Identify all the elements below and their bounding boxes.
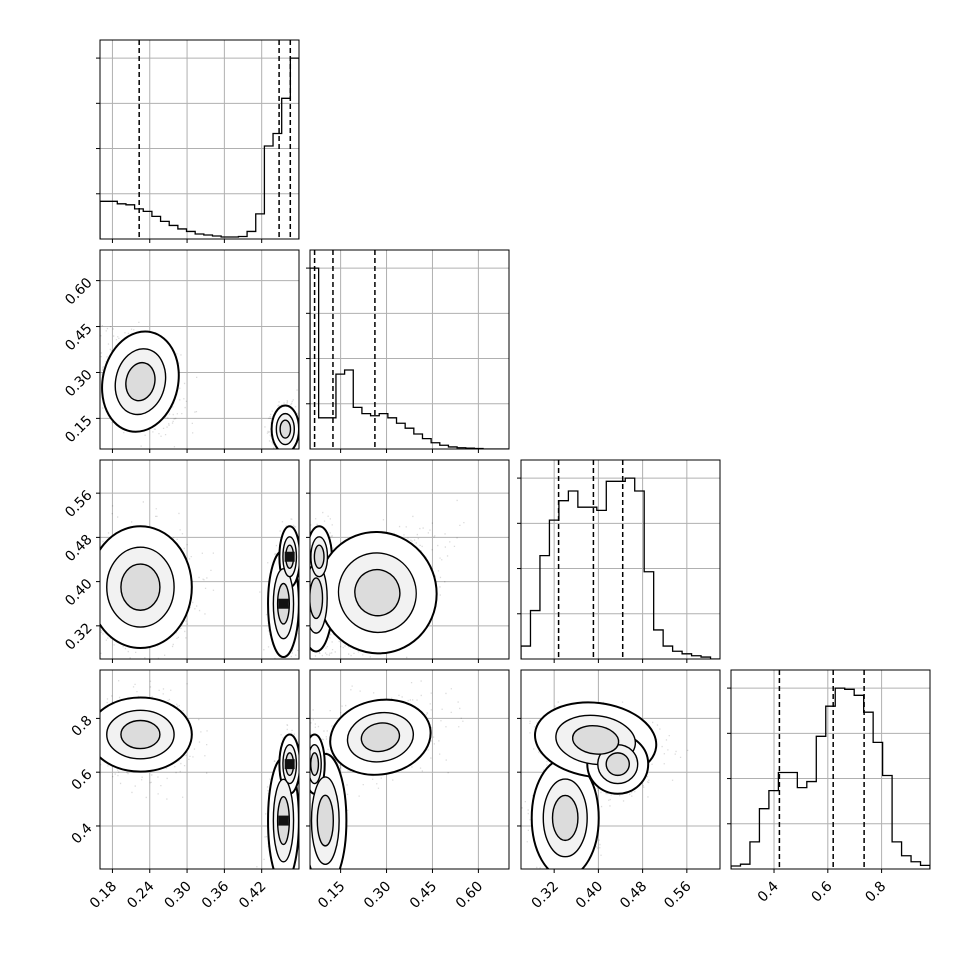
x-tick-label: 0.18 [87,879,120,912]
panel-frame [520,459,721,660]
x-tick-label: 0.60 [453,879,486,912]
panel-frame [99,459,300,660]
panel-frame [520,669,721,870]
panel-frame [99,249,300,450]
x-tick-label: 0.36 [199,878,232,911]
panel-frame [309,669,510,870]
panel-frame [730,669,931,870]
y-tick-label: 0.8 [69,713,96,740]
density-contour [354,568,401,617]
y-tick-label: 0.32 [62,620,95,653]
hist-panel-3 [731,670,930,869]
scatter-panel-0-3 [100,670,299,869]
x-tick-label: 0.6 [809,878,836,905]
density-contour [120,719,161,750]
x-tick-label: 0.56 [661,878,694,911]
y-tick-label: 0.15 [62,413,95,446]
panel-frame [309,459,510,660]
panel-frame [309,249,510,450]
scatter-panel-0-2 [100,460,299,659]
density-contour [313,544,325,569]
density-contour [551,794,579,842]
x-tick-label: 0.45 [407,879,440,912]
histogram-step [521,477,720,659]
panel-frame [99,39,300,240]
density-contour [571,724,620,755]
x-tick-label: 0.30 [162,879,195,912]
density-contour [125,361,156,402]
y-tick-label: 0.6 [69,766,96,793]
x-tick-label: 0.4 [755,878,782,905]
x-tick-label: 0.48 [617,879,650,912]
density-contour [310,752,320,777]
density-contour [310,577,324,620]
y-tick-label: 0.30 [62,367,95,400]
density-contour [316,794,335,847]
x-tick-label: 0.32 [529,879,562,912]
scatter-panel-1-3 [310,670,509,869]
density-peak-cell [284,759,295,770]
y-tick-label: 0.4 [69,820,96,847]
density-contour [120,563,161,611]
x-tick-label: 0.40 [573,879,606,912]
y-tick-label: 0.48 [62,532,95,565]
density-contour [360,722,401,753]
density-contour [605,752,630,777]
panel-frame [99,669,300,870]
x-tick-label: 0.42 [236,879,269,912]
y-tick-label: 0.45 [62,321,95,354]
x-tick-label: 0.24 [124,878,157,911]
hist-panel-2 [521,460,720,659]
scatter-panel-0-1 [100,250,299,449]
x-tick-label: 0.8 [862,879,889,906]
y-tick-label: 0.60 [62,275,95,308]
y-tick-label: 0.56 [62,487,95,520]
x-tick-label: 0.15 [315,879,348,912]
density-contour [279,419,292,439]
histogram-step [100,57,299,239]
scatter-points [256,737,299,869]
hist-panel-0 [100,40,299,239]
density-peak-cell [278,815,289,826]
histogram-step [731,687,930,869]
x-tick-label: 0.30 [361,879,394,912]
scatter-panel-1-2 [310,460,509,659]
histogram-step [310,267,509,449]
hist-panel-1 [310,250,509,449]
y-tick-label: 0.40 [62,576,95,609]
density-peak-cell [278,598,289,609]
density-peak-cell [284,551,295,562]
scatter-panel-2-3 [521,670,720,869]
